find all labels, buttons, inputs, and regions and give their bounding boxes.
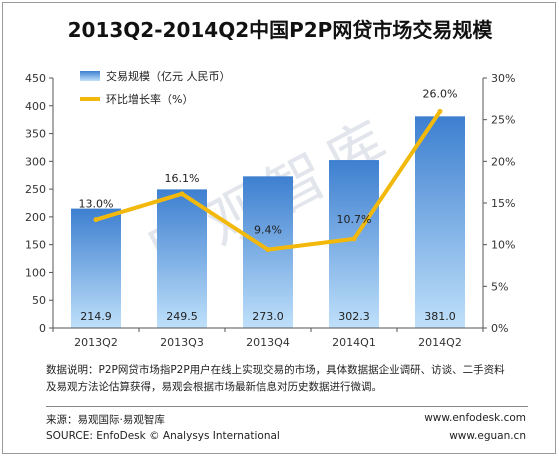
bar-value-label-2014Q1: 302.3 [338,310,370,323]
y-right-tick-label: 20% [491,155,515,168]
bar-value-label-2013Q2: 214.9 [80,310,112,323]
y-left-tick-label: 350 [25,128,46,141]
notes-line-2: 及易观方法论估算获得，易观会根据市场最新信息对历史数据进行微调。 [46,381,382,393]
growth-label-2013Q3: 16.1% [165,172,200,185]
y-left-tick-label: 0 [39,322,46,335]
source-row-2: SOURCE: EnfoDesk © Analysys Internationa… [46,430,526,442]
growth-point-2014Q1 [351,236,357,242]
data-notes: 数据说明：P2P网贷市场指P2P用户在线上实现交易的市场，具体数据据企业调研、访… [46,362,516,396]
y-right-tick-label: 30% [491,72,515,85]
bar-2014Q2 [415,116,465,328]
y-left-tick-label: 250 [25,183,46,196]
growth-label-2014Q2: 26.0% [423,87,458,100]
notes-line-1: 数据说明：P2P网贷市场指P2P用户在线上实现交易的市场，具体数据据企业调研、访… [46,364,505,376]
legend-bar-swatch [80,71,100,81]
bar-2013Q2 [71,208,121,328]
growth-label-2013Q2: 13.0% [79,198,114,211]
growth-label-2014Q1: 10.7% [337,213,372,226]
source-url-enfodesk[interactable]: www.enfodesk.com [424,412,526,424]
y-left-tick-label: 200 [25,211,46,224]
bar-value-label-2013Q4: 273.0 [252,310,284,323]
y-right-tick-label: 5% [491,280,508,293]
x-tick-label-2014Q1: 2014Q1 [332,336,376,349]
legend-bar-label: 交易规模（亿元 人民币） [106,69,231,83]
chart-title: 2013Q2-2014Q2中国P2P网贷市场交易规模 [67,18,493,42]
x-tick-label-2014Q2: 2014Q2 [418,336,462,349]
y-right-tick-label: 25% [491,114,515,127]
y-left-tick-label: 50 [32,294,46,307]
bar-2014Q1 [329,160,379,328]
source-url-eguan[interactable]: www.eguan.cn [449,430,526,442]
growth-point-2013Q2 [93,217,99,223]
growth-point-2013Q4 [265,247,271,253]
source-row-1: 来源：易观国际·易观智库 www.enfodesk.com [46,412,526,427]
growth-point-2013Q3 [179,191,185,197]
chart-svg: 易观智库 0501001502002503003504004500%5%10%1… [25,69,515,349]
y-left-tick-label: 300 [25,155,46,168]
x-tick-label-2013Q4: 2013Q4 [246,336,290,349]
source-cn: 来源：易观国际·易观智库 [46,414,165,426]
y-right-tick-label: 0% [491,322,508,335]
y-right-tick-label: 10% [491,239,515,252]
bar-value-label-2013Q3: 249.5 [166,310,198,323]
x-tick-label-2013Q2: 2013Q2 [74,336,118,349]
y-left-tick-label: 100 [25,266,46,279]
growth-point-2014Q2 [437,108,443,114]
legend-line-label: 环比增长率（%） [106,92,193,106]
y-right-tick-label: 15% [491,197,515,210]
growth-label-2013Q4: 9.4% [254,224,282,237]
source-en: SOURCE: EnfoDesk © Analysys Internationa… [46,430,280,442]
y-left-tick-label: 450 [25,72,46,85]
bar-2013Q3 [157,189,207,328]
bar-value-label-2014Q2: 381.0 [424,310,456,323]
x-tick-label-2013Q3: 2013Q3 [160,336,204,349]
footer-divider [46,406,528,407]
y-left-tick-label: 400 [25,100,46,113]
y-left-tick-label: 150 [25,239,46,252]
